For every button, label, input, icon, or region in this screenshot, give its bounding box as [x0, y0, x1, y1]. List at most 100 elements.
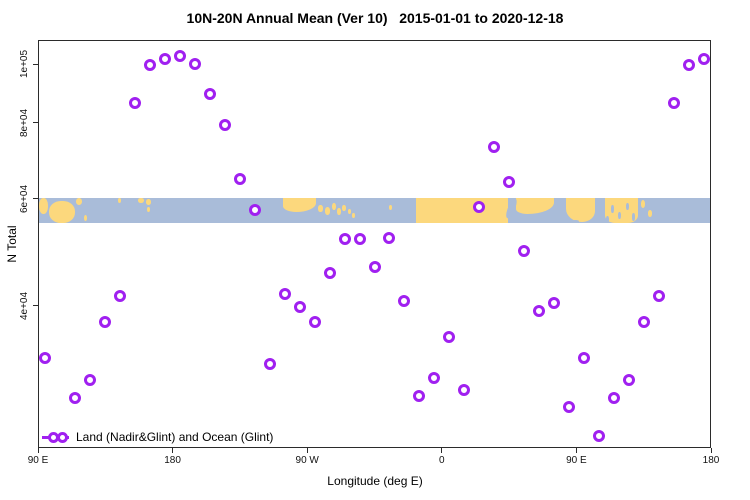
land-blob — [48, 200, 76, 224]
data-point — [189, 58, 202, 71]
data-point — [533, 304, 545, 317]
y-tick — [33, 63, 38, 65]
land-blob — [347, 209, 351, 215]
x-tick — [441, 448, 443, 453]
data-point — [652, 289, 665, 302]
x-tick — [172, 448, 174, 453]
land-blob — [342, 205, 347, 211]
x-axis-title: Longitude (deg E) — [327, 474, 423, 488]
legend-label: Land (Nadir&Glint) and Ocean (Glint) — [76, 430, 274, 444]
data-point — [69, 392, 82, 405]
data-point — [323, 266, 336, 279]
land-blob — [515, 197, 554, 215]
data-point — [413, 390, 426, 403]
y-tick — [33, 122, 38, 124]
data-point — [218, 118, 231, 131]
data-point — [293, 300, 306, 313]
land-blob — [75, 197, 83, 205]
legend-marker-circle — [57, 431, 68, 443]
data-point — [203, 87, 216, 100]
plot-box — [38, 40, 711, 448]
land-blob — [282, 197, 317, 213]
x-tick — [575, 448, 577, 453]
data-point — [667, 96, 680, 109]
land-blob — [565, 197, 596, 222]
data-point — [637, 316, 650, 329]
land-blob — [640, 200, 646, 208]
data-point — [697, 52, 710, 65]
x-tick-label: 90 E — [27, 455, 49, 466]
land-blob — [331, 203, 336, 211]
data-point — [353, 232, 366, 245]
data-point — [368, 260, 381, 273]
x-tick-label: 90 E — [566, 455, 587, 466]
x-tick-label: 90 W — [295, 455, 319, 466]
data-point — [39, 352, 52, 365]
x-tick — [37, 448, 39, 453]
data-point — [428, 371, 441, 384]
data-point — [607, 392, 620, 405]
data-point — [443, 331, 456, 344]
data-point — [338, 232, 351, 245]
land-blob — [38, 197, 49, 214]
ocean-speck — [618, 211, 622, 220]
data-point — [488, 140, 501, 153]
land-blob — [318, 204, 323, 212]
land-blob — [647, 210, 652, 217]
data-point — [144, 59, 157, 72]
data-point — [398, 295, 411, 308]
y-tick — [33, 198, 38, 200]
data-point — [682, 59, 695, 72]
data-point — [114, 289, 127, 302]
ocean-speck — [606, 215, 610, 224]
data-point — [547, 296, 560, 309]
data-point — [518, 244, 531, 257]
x-tick-label: 0 — [439, 455, 445, 466]
data-point — [577, 352, 590, 365]
data-point — [308, 316, 321, 329]
data-point — [473, 200, 486, 213]
y-tick — [33, 305, 38, 307]
y-tick-label: 8e+04 — [19, 108, 30, 137]
data-point — [278, 287, 291, 300]
land-blob — [138, 197, 145, 203]
land-blob — [146, 199, 151, 206]
data-point — [458, 383, 471, 396]
land-blob — [118, 197, 121, 203]
data-point — [248, 203, 261, 216]
data-point — [84, 374, 97, 387]
data-point — [503, 175, 516, 188]
y-tick-label: 4e+04 — [19, 291, 30, 320]
y-tick-label: 1e+05 — [19, 49, 30, 79]
land-blob — [325, 207, 331, 215]
ocean-speck — [625, 202, 629, 211]
land-blob — [337, 208, 341, 216]
land-blob — [389, 205, 393, 211]
data-point — [233, 172, 246, 185]
ocean-speck — [610, 205, 614, 213]
land-blob — [352, 213, 356, 218]
land-blob — [84, 214, 88, 221]
data-point — [592, 430, 605, 443]
data-point — [383, 231, 396, 244]
ocean-speck — [571, 220, 580, 224]
data-point — [263, 358, 276, 371]
data-point — [174, 50, 187, 63]
x-tick — [710, 448, 712, 453]
land-blob — [415, 197, 509, 224]
land-blob — [147, 206, 151, 212]
data-point — [129, 96, 142, 109]
y-tick-label: 6e+04 — [19, 184, 30, 213]
data-point — [562, 400, 575, 413]
ocean-speck — [631, 213, 635, 221]
data-point — [622, 374, 635, 387]
x-tick-label: 180 — [164, 455, 181, 466]
map-band — [38, 197, 711, 224]
y-axis-title: N Total — [5, 225, 19, 263]
data-point — [99, 316, 112, 329]
chart-title: 10N-20N Annual Mean (Ver 10) 2015-01-01 … — [186, 10, 564, 26]
data-point — [159, 52, 172, 65]
x-tick — [306, 448, 308, 453]
x-tick-label: 180 — [702, 455, 720, 466]
